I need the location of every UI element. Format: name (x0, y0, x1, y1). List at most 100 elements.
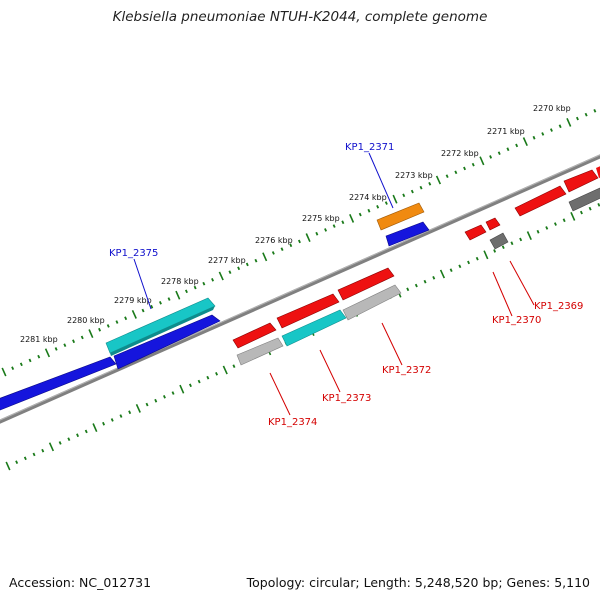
gene-arrow-red-kp1-2374 (232, 322, 277, 349)
lower-ruler-tick (423, 279, 427, 284)
lower-ruler-tick (232, 364, 236, 368)
upper-ruler-tick (435, 175, 442, 185)
upper-ruler-tick (44, 348, 51, 358)
lower-ruler-tick (32, 452, 36, 457)
upper-ruler-tick (549, 128, 553, 132)
forward-strand-genes (105, 202, 430, 356)
lower-ruler-tick (458, 264, 462, 269)
upper-ruler-tick (506, 147, 510, 152)
lower-ruler-tick (432, 276, 436, 280)
upper-ruler-tick (175, 290, 181, 300)
lower-ruler-tick (519, 237, 523, 242)
gene-arrow-kp1-2369[interactable] (489, 232, 509, 250)
upper-ruler-tick (1, 367, 7, 377)
lower-ruler-tick (58, 441, 62, 445)
lower-ruler-tick (154, 398, 158, 403)
upper-ruler-tick (37, 354, 41, 359)
kbp-label-2277: 2277 kbp (208, 256, 246, 265)
lower-ruler-tick (562, 218, 566, 223)
leader-line-kp1-2372 (381, 322, 403, 366)
upper-ruler-tick (211, 278, 215, 282)
gene-arrow-kp1-2370[interactable] (464, 224, 487, 241)
gene-arrow-kp1-2374[interactable] (236, 337, 284, 366)
gene-arrow-red-right-2 (563, 169, 599, 193)
gene-arrow-kp1-2373[interactable] (281, 309, 347, 347)
lower-ruler-tick (215, 372, 219, 376)
lower-ruler-tick (188, 383, 192, 388)
upper-ruler-tick (349, 213, 355, 223)
lower-ruler-tick (414, 283, 418, 288)
lower-ruler-tick (128, 410, 132, 415)
lower-ruler-tick (467, 260, 471, 265)
gene-label-kp1-2371[interactable]: KP1_2371 (345, 142, 394, 153)
lower-ruler-tick (493, 249, 497, 253)
lower-ruler-tick (406, 287, 410, 292)
kbp-label-2272: 2272 kbp (441, 149, 479, 158)
gene-arrow-kp1-2371[interactable] (376, 202, 425, 231)
lower-ruler-tick (439, 269, 446, 279)
kbp-label-2279: 2279 kbp (114, 296, 152, 305)
gene-label-kp1-2369[interactable]: KP1_2369 (534, 301, 583, 312)
upper-ruler-tick (28, 358, 32, 363)
lower-ruler-tick (5, 461, 11, 471)
upper-ruler-tick (271, 251, 275, 255)
gene-labels: KP1_2375 KP1_2371 KP1_2369 KP1_2370 KP1_… (109, 142, 583, 428)
upper-ruler-tick (88, 329, 94, 339)
upper-ruler-tick (254, 258, 258, 263)
upper-ruler-tick (193, 285, 197, 290)
accession-text: Accession: NC_012731 (9, 575, 152, 590)
gene-arrow-red-2372 (337, 267, 395, 301)
leader-line-kp1-2375 (133, 258, 152, 310)
leader-line-kp1-2370 (492, 271, 513, 317)
upper-ruler-tick (489, 155, 493, 159)
upper-ruler-tick (202, 281, 206, 286)
upper-ruler-tick (54, 347, 58, 351)
upper-ruler-tick (19, 362, 23, 367)
upper-ruler-tick (11, 366, 15, 370)
upper-ruler-tick (522, 137, 528, 147)
gene-label-kp1-2370[interactable]: KP1_2370 (492, 315, 541, 326)
upper-ruler-tick (341, 220, 345, 225)
lower-ruler-tick (41, 448, 45, 453)
upper-ruler-tick (419, 185, 423, 190)
gene-arrow-blue-large-left (0, 356, 117, 411)
upper-ruler-tick (471, 162, 475, 167)
upper-ruler-tick (384, 201, 388, 205)
lower-ruler-tick (526, 231, 532, 241)
gene-label-kp1-2374[interactable]: KP1_2374 (268, 417, 317, 428)
upper-ruler-tick (124, 316, 128, 321)
lower-ruler-tick (23, 456, 27, 461)
upper-ruler-tick (324, 228, 328, 232)
gene-arrow-darkgray-right (568, 187, 600, 212)
upper-ruler-tick (532, 135, 536, 140)
kbp-ruler-labels: 2270 kbp 2271 kbp 2272 kbp 2273 kbp 2274… (20, 104, 571, 344)
lower-ruler-tick (510, 241, 514, 246)
upper-ruler-tick (262, 252, 268, 262)
upper-ruler-tick (297, 239, 301, 244)
lower-ruler-tick (76, 433, 80, 438)
upper-ruler-tick (463, 166, 467, 171)
upper-ruler-tick (515, 143, 519, 148)
gene-label-kp1-2375[interactable]: KP1_2375 (109, 248, 158, 259)
kbp-label-2275: 2275 kbp (302, 214, 340, 223)
backbone-highlight (0, 154, 600, 421)
upper-ruler-tick (575, 116, 579, 121)
leader-line-kp1-2371 (368, 152, 394, 209)
gene-label-kp1-2373[interactable]: KP1_2373 (322, 393, 371, 404)
upper-ruler-tick (332, 224, 336, 228)
upper-ruler-tick (305, 233, 311, 243)
kbp-label-2273: 2273 kbp (395, 171, 433, 180)
lower-ruler-tick (536, 229, 540, 234)
gene-arrow-kp1-2372[interactable] (342, 284, 402, 321)
gene-arrow-red-right-edge (596, 166, 600, 178)
gene-arrow-blue-forward-right (385, 221, 430, 247)
upper-ruler-tick (184, 289, 188, 294)
upper-ruler-tick (237, 266, 241, 271)
upper-ruler-tick (98, 327, 102, 332)
gene-label-kp1-2372[interactable]: KP1_2372 (382, 365, 431, 376)
upper-ruler-tick (428, 182, 432, 186)
upper-ruler-tick (358, 212, 362, 217)
lower-ruler-tick (597, 203, 600, 207)
